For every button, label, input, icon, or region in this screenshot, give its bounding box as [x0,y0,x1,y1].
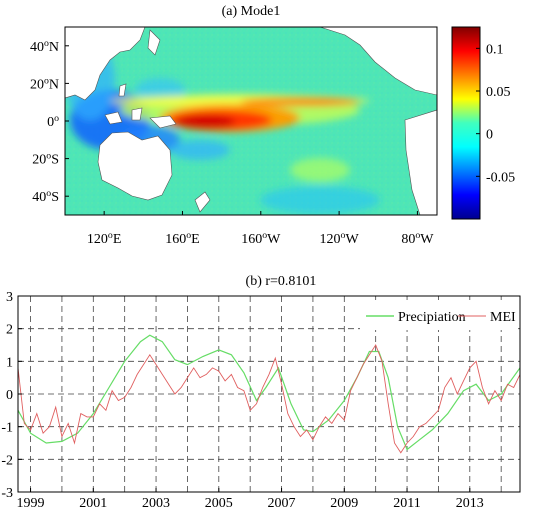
legend-box [360,300,518,330]
map-lon-label: 120oW [320,230,360,247]
y-tick-label: 1 [6,355,13,370]
x-tick-label: 1999 [17,496,45,511]
map-title: (a) Mode1 [222,4,281,19]
map-lon-label: 80oW [401,230,434,247]
colorbar-ticks: 0.1 0.05 0 -0.05 [476,42,515,185]
series-line-precipitation [18,334,520,451]
legend-label-precipitation: Precipiation [398,310,466,325]
legend: Precipiation MEI [360,300,518,330]
map-lon-axis: 120oE 160oE 160oW 120oW 80oW [87,211,434,247]
y-tick-label: 3 [6,290,13,305]
map-lat-label: 20oN [30,75,59,92]
map-lat-label: 40oN [30,38,59,55]
chart-title: (b) r=0.8101 [246,274,317,289]
x-tick-label: 2009 [330,496,358,511]
colorbar [451,26,481,220]
colorbar-tick-label: 0.1 [486,42,504,57]
colorbar-tick-label: -0.05 [486,170,515,185]
series-line-mei [18,344,520,454]
x-tick-label: 2007 [268,496,296,511]
map-lat-axis: 40oN 20oN 0o 20oS 40oS [30,38,69,205]
y-tick-label: -2 [1,453,13,468]
y-axis: 3 2 1 0 -1 -2 -3 [1,290,22,501]
y-tick-label: -3 [1,486,13,501]
map-lat-label: 0o [47,113,59,130]
x-tick-label: 2011 [393,496,420,511]
colorbar-tick-label: 0.05 [486,85,511,100]
map-lat-label: 40oS [32,188,59,205]
y-tick-label: 0 [6,388,13,403]
map-lat-label: 20oS [32,151,59,168]
y-tick-label: -1 [1,421,13,436]
legend-label-mei: MEI [490,310,516,325]
map-lon-label: 120oE [87,230,121,247]
colorbar-tick-label: 0 [486,128,493,143]
y-tick-label: 2 [6,323,13,338]
map-lon-label: 160oE [165,230,199,247]
x-tick-label: 2001 [79,496,107,511]
map-lon-label: 160oW [241,230,281,247]
x-axis: 1999 2001 2003 2005 2007 2009 2011 2013 [17,488,484,511]
map-field [65,27,437,215]
x-tick-label: 2013 [456,496,484,511]
x-tick-label: 2003 [142,496,170,511]
x-tick-label: 2005 [205,496,233,511]
